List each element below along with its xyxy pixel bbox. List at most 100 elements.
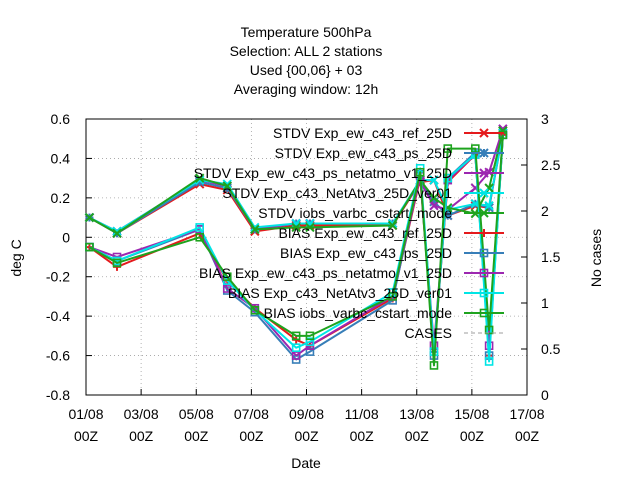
legend-label: BIAS Exp_ew_c43_ps_25D [280,245,452,261]
data-point [222,179,232,189]
data-point [112,226,122,237]
legend-label: BIAS Exp_c43_NetAtv3_25D_ver01 [228,285,452,301]
x-tick-label-time: 00Z [129,428,154,444]
legend-marker [479,248,489,258]
data-point [85,242,94,252]
data-point [250,305,260,315]
x-tick-label: 01/08 [68,406,103,422]
x-tick-label-time: 00Z [350,428,375,444]
y2-axis-ticks: 0 0.5 1 1.5 2 2.5 3 [521,111,561,403]
data-point [222,284,232,293]
legend-label: STDV Exp_ew_c43_ref_25D [273,125,452,141]
data-point [291,351,301,360]
data-point [484,325,494,335]
legend-label: CASES [405,325,452,341]
series-line [88,132,504,233]
y2-tick-label: 0.5 [541,341,561,357]
legend-label: STDV Exp_c43_NetAtv3_25D_ver01 [222,185,452,201]
legend-label: BIAS Exp_ew_c43_ref_25D [278,225,452,241]
data-point [194,173,205,183]
data-point [250,224,260,235]
y2-tick-label: 3 [541,111,549,127]
data-point [291,331,301,341]
x-tick-label-time: 00Z [184,428,209,444]
x-tick-label: 07/08 [234,406,269,422]
y2-tick-label: 0 [541,387,549,403]
series-9 [85,130,508,370]
legend: STDV Exp_ew_c43_ref_25D STDV Exp_ew_c43_p… [194,125,504,341]
data-point [443,173,453,183]
x-tick-label-time: 00Z [460,428,485,444]
legend-marker [479,208,489,218]
y2-tick-label: 2.5 [541,157,561,173]
x-tick-label: 03/08 [124,406,159,422]
y-tick-label: 0.2 [51,190,71,206]
data-point [84,212,95,223]
data-point [222,181,232,191]
x-axis-label: Date [291,455,321,471]
legend-marker [479,148,489,158]
x-tick-label-time: 00Z [294,428,319,444]
legend-marker [479,188,489,198]
title-line: Used {00,06} + 03 [250,62,363,78]
data-point [484,201,494,211]
legend-marker [479,288,489,298]
legend-marker [479,168,489,178]
data-point [222,272,232,282]
data-point [429,193,439,203]
data-point [484,357,494,366]
x-tick-label-time: 00Z [515,428,540,444]
data-point [291,222,301,233]
series [84,124,508,370]
data-point [195,223,204,232]
legend-label: STDV Exp_ew_c43_ps_netatmo_v1_25D [194,165,452,181]
legend-label: STDV Exp_ew_c43_ps_25D [275,145,452,161]
y-axis-ticks: -0.8 -0.6 -0.4 -0.2 0 0.2 0.4 0.6 [46,111,92,403]
data-point [305,337,315,347]
x-tick-label: 05/08 [179,406,214,422]
data-point [195,232,204,242]
data-point [429,175,439,185]
data-point [112,258,122,268]
y-tick-label: -0.4 [46,308,70,324]
x-tick-label-time: 00Z [239,428,264,444]
y-tick-label: 0.6 [51,111,71,127]
x-tick-label: 09/08 [289,406,324,422]
y2-tick-label: 2 [541,203,549,219]
title-line: Averaging window: 12h [234,81,379,97]
legend-marker [479,308,489,318]
title-line: Selection: ALL 2 stations [230,43,383,59]
x-tick-label: 17/08 [509,406,544,422]
y-tick-label: -0.2 [46,269,70,285]
legend-label: STDV iobs_varbc_cstart_mode [258,205,452,221]
y-tick-label: 0.4 [51,150,71,166]
data-point [429,201,439,211]
y-tick-label: 0 [62,229,70,245]
x-axis-ticks: 01/08 00Z 03/08 00Z 05/08 00Z 07/08 00Z 09/08 00Z… [68,389,545,444]
y2-tick-label: 1.5 [541,249,561,265]
y2-tick-label: 1 [541,295,549,311]
x-tick-label-time: 00Z [405,428,430,444]
data-point [112,228,122,239]
y-tick-label: -0.8 [46,387,70,403]
legend-marker [479,268,489,278]
y2-axis-label: No cases [588,229,604,287]
chart-title: Temperature 500hPa Selection: ALL 2 stati… [230,24,383,97]
data-point [305,222,315,233]
data-point [443,144,453,153]
legend-label: BIAS iobs_varbc_cstart_mode [264,305,453,321]
x-tick-label: 11/08 [345,406,379,422]
data-point [387,220,398,231]
x-tick-label-time: 00Z [74,428,99,444]
y-tick-label: -0.6 [46,348,70,364]
legend-marker [479,128,489,138]
title-line: Temperature 500hPa [241,24,372,40]
data-point [291,343,301,352]
x-tick-label: 13/08 [399,406,434,422]
data-point [498,130,508,140]
data-point [388,292,397,301]
data-point [429,361,439,370]
data-point [194,175,205,185]
legend-marker [480,229,488,237]
